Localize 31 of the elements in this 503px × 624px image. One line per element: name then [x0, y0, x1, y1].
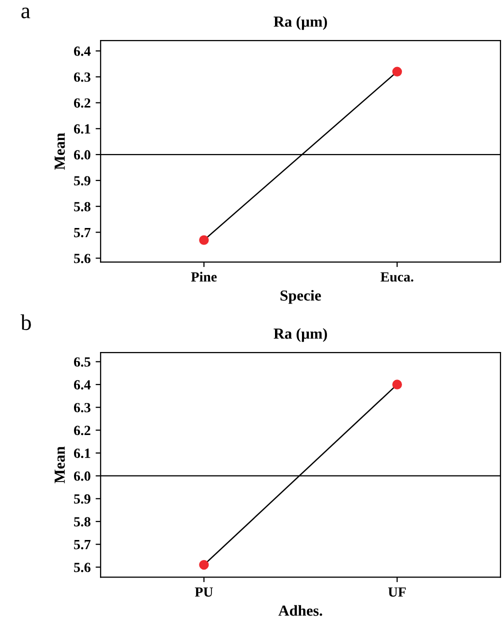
y-tick-label: 6.4	[74, 380, 91, 390]
y-tick-label: 6.1	[74, 448, 90, 458]
y-tick-label: 6.5	[74, 357, 90, 367]
x-axis-title: Adhes.	[278, 605, 322, 616]
text: b	[20, 314, 31, 330]
text: a	[21, 8, 30, 18]
y-axis-title: Mean	[54, 446, 65, 484]
chart-title: Ra (µm)	[274, 328, 327, 342]
y-tick-label: 5.7	[74, 540, 91, 550]
y-tick-label: 6.0	[74, 150, 90, 160]
y-tick-label: 6.4	[74, 46, 91, 56]
x-axis-title: Specie	[280, 290, 321, 304]
y-tick-label: 6.1	[74, 124, 90, 134]
y-tick-label: 5.8	[74, 517, 90, 527]
x-tick-label: Pine	[191, 272, 217, 282]
y-axis-title: Mean	[54, 132, 65, 170]
y-tick-label: 5.6	[74, 562, 90, 572]
x-tick-label: Euca.	[380, 272, 414, 282]
y-tick-label: 5.9	[74, 176, 90, 186]
x-tick-label: PU	[194, 587, 213, 597]
y-tick-label: 6.2	[74, 98, 90, 108]
y-tick-label: 5.8	[74, 202, 90, 212]
y-tick-label: 6.0	[74, 471, 90, 481]
y-tick-label: 6.3	[74, 72, 90, 82]
chart-title: Ra (µm)	[274, 16, 327, 30]
y-tick-label: 5.7	[74, 228, 91, 238]
y-tick-label: 5.6	[74, 254, 90, 264]
x-tick-label: UF	[388, 587, 406, 597]
y-tick-label: 6.3	[74, 402, 90, 412]
y-tick-label: 6.2	[74, 426, 90, 436]
y-tick-label: 5.9	[74, 494, 90, 504]
